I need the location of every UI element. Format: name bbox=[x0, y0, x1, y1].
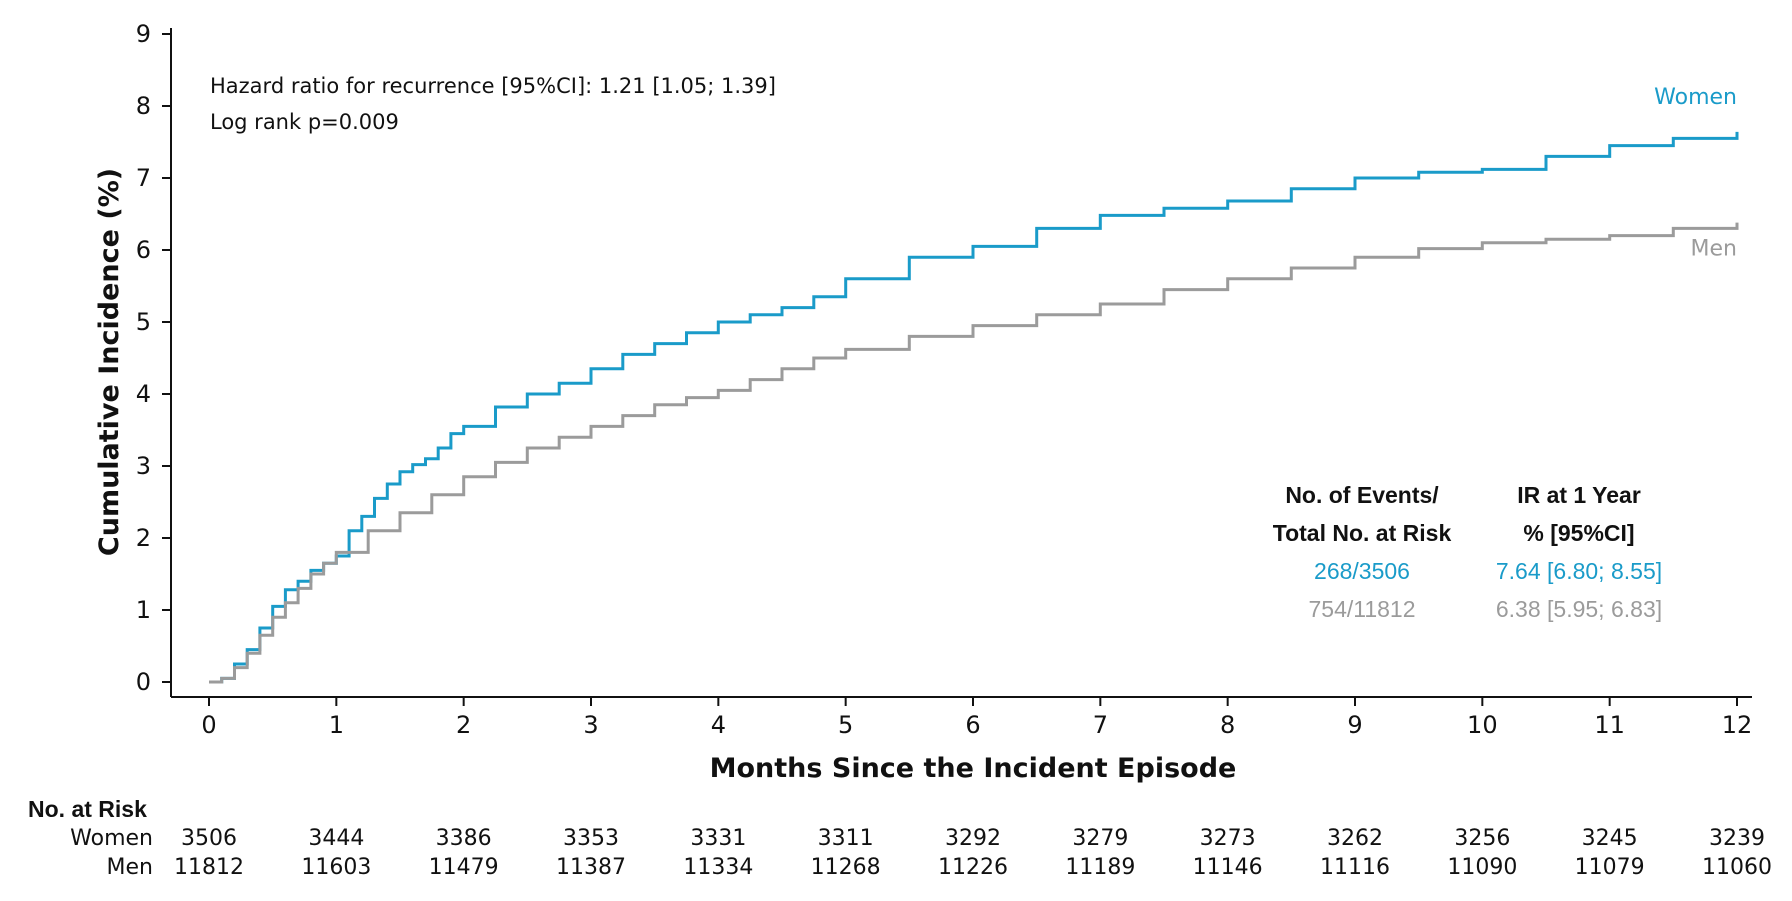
risk-value: 3245 bbox=[1582, 826, 1638, 851]
stats-table: No. of Events/Total No. at Risk IR at 1 Y… bbox=[1273, 482, 1662, 622]
risk-value: 11090 bbox=[1447, 855, 1517, 880]
risk-table-title: No. at Risk bbox=[28, 796, 147, 822]
x-tick-label: 11 bbox=[1594, 711, 1625, 739]
risk-value: 3279 bbox=[1072, 826, 1128, 851]
stats-header-ir-line1: IR at 1 Year bbox=[1517, 482, 1641, 508]
x-tick-label: 8 bbox=[1220, 711, 1235, 739]
x-tick-label: 1 bbox=[329, 711, 344, 739]
x-axis-title: Months Since the Incident Episode bbox=[710, 753, 1237, 784]
risk-value: 3262 bbox=[1327, 826, 1383, 851]
x-tick-label: 5 bbox=[838, 711, 853, 739]
risk-value: 11387 bbox=[556, 855, 626, 880]
x-tick-label: 3 bbox=[583, 711, 598, 739]
risk-value: 3256 bbox=[1454, 826, 1510, 851]
log-rank-annotation: Log rank p=0.009 bbox=[210, 110, 399, 134]
risk-value: 3239 bbox=[1709, 826, 1765, 851]
x-tick-label: 2 bbox=[456, 711, 471, 739]
risk-value: 11226 bbox=[938, 855, 1008, 880]
risk-value: 3353 bbox=[563, 826, 619, 851]
x-tick-label: 6 bbox=[965, 711, 980, 739]
x-tick-label: 9 bbox=[1347, 711, 1362, 739]
x-tick-label: 10 bbox=[1467, 711, 1498, 739]
risk-value: 11189 bbox=[1065, 855, 1135, 880]
y-tick-label: 8 bbox=[136, 92, 151, 120]
y-tick-label: 0 bbox=[136, 668, 151, 696]
risk-value: 3444 bbox=[308, 826, 364, 851]
risk-value: 11116 bbox=[1320, 855, 1390, 880]
stats-ir-men: 6.38 [5.95; 6.83] bbox=[1496, 596, 1662, 622]
series-line-men bbox=[209, 222, 1739, 684]
series-layer: Women Men bbox=[209, 85, 1739, 684]
stats-events-women: 268/3506 bbox=[1314, 558, 1410, 584]
risk-value: 3292 bbox=[945, 826, 1001, 851]
risk-value: 11146 bbox=[1193, 855, 1263, 880]
stats-header-events-line2: Total No. at Risk bbox=[1273, 520, 1452, 546]
y-axis-title: Cumulative Incidence (%) bbox=[94, 168, 125, 556]
y-tick-label: 4 bbox=[136, 380, 151, 408]
stats-ir-women: 7.64 [6.80; 8.55] bbox=[1496, 558, 1662, 584]
risk-table: No. at Risk Women 3506 3444 3386 3353 3331 3311… bbox=[28, 796, 1772, 880]
risk-value: 3506 bbox=[181, 826, 237, 851]
y-tick-label: 6 bbox=[136, 236, 151, 264]
risk-value: 11603 bbox=[301, 855, 371, 880]
y-tick-label: 5 bbox=[136, 308, 151, 336]
risk-value: 3311 bbox=[818, 826, 874, 851]
stats-header-ir-line2: % [95%CI] bbox=[1523, 520, 1634, 546]
risk-value: 11060 bbox=[1702, 855, 1772, 880]
x-tick-label: 0 bbox=[201, 711, 216, 739]
risk-row-label-women: Women bbox=[70, 826, 153, 851]
risk-value: 11479 bbox=[429, 855, 499, 880]
risk-value: 3331 bbox=[690, 826, 746, 851]
risk-value: 11079 bbox=[1575, 855, 1645, 880]
stats-events-men: 754/11812 bbox=[1308, 596, 1415, 622]
y-tick-label: 1 bbox=[136, 596, 151, 624]
x-tick-label: 7 bbox=[1093, 711, 1108, 739]
x-tick-label: 12 bbox=[1722, 711, 1753, 739]
risk-value: 3273 bbox=[1200, 826, 1256, 851]
risk-value: 3386 bbox=[436, 826, 492, 851]
risk-value: 11812 bbox=[174, 855, 244, 880]
y-tick-label: 2 bbox=[136, 524, 151, 552]
y-tick-label: 7 bbox=[136, 164, 151, 192]
risk-row-label-men: Men bbox=[107, 855, 153, 880]
y-tick-label: 3 bbox=[136, 452, 151, 480]
series-label-women: Women bbox=[1654, 85, 1737, 110]
risk-value: 11334 bbox=[683, 855, 753, 880]
hazard-ratio-annotation: Hazard ratio for recurrence [95%CI]: 1.2… bbox=[210, 74, 776, 98]
y-tick-label: 9 bbox=[136, 20, 151, 48]
x-tick-label: 4 bbox=[711, 711, 726, 739]
stats-header-events-line1: No. of Events/ bbox=[1285, 482, 1439, 508]
series-label-men: Men bbox=[1691, 237, 1737, 262]
risk-value: 11268 bbox=[811, 855, 881, 880]
